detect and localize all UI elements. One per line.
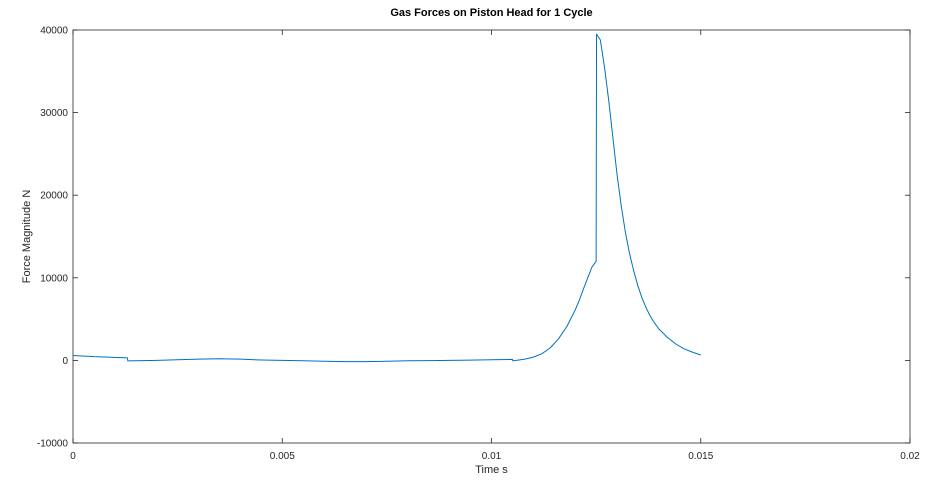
x-tick-label: 0.02 [900, 451, 920, 462]
y-tick-label: 10000 [40, 273, 68, 284]
x-tick-label: 0.01 [482, 451, 502, 462]
y-tick-label: -10000 [37, 439, 69, 450]
plot-area [72, 29, 911, 444]
y-tick-label: 0 [62, 356, 68, 367]
y-tick-label: 20000 [40, 191, 68, 202]
x-tick-label: 0 [70, 451, 76, 462]
y-tick-label: 30000 [40, 108, 68, 119]
y-axis-label: Force Magnitude N [21, 190, 33, 284]
y-tick-label: 40000 [40, 26, 68, 37]
x-tick-label: 0.015 [688, 451, 713, 462]
x-axis-label: Time s [475, 464, 508, 476]
chart-title: Gas Forces on Piston Head for 1 Cycle [390, 7, 592, 19]
series-line-1 [72, 33, 701, 363]
x-tick-label: 0.005 [270, 451, 295, 462]
